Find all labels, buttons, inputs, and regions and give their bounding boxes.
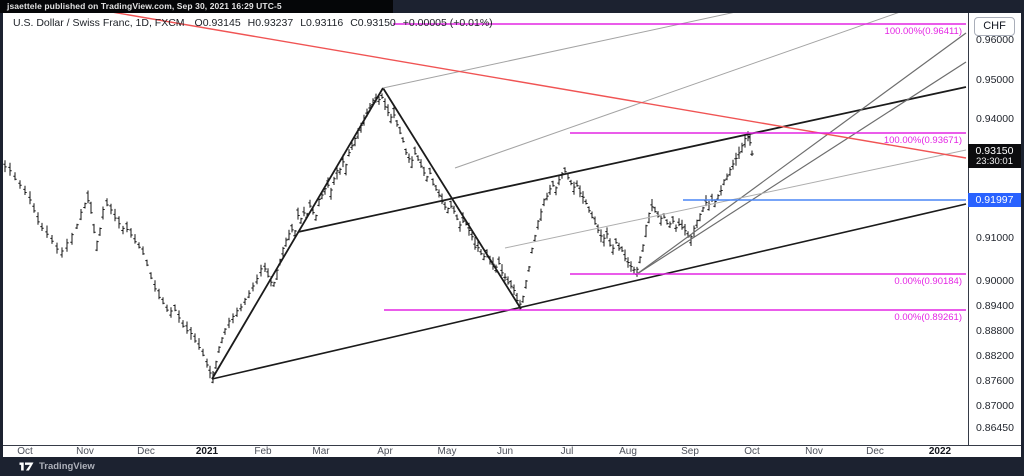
price-tick-label: 0.88200 xyxy=(976,350,1014,362)
time-axis[interactable]: Oct Nov Dec 2021 Feb Mar Apr May Jun Jul Aug Sep Oct… xyxy=(3,445,1021,457)
time-axis-year-label: 2021 xyxy=(195,446,219,457)
fib-level-label: 100.00%(0.96411) xyxy=(885,26,962,37)
footer-bar: TradingView xyxy=(0,457,1024,476)
price-axis[interactable]: CHF 0.93150 23:30:01 0.91997 0.96000 0.95… xyxy=(968,13,1021,445)
time-axis-month-label: Dec xyxy=(137,446,155,457)
price-tick-label: 0.89400 xyxy=(976,300,1014,312)
time-axis-month-label: Jul xyxy=(560,446,574,457)
triangle-rising-line[interactable] xyxy=(211,87,384,380)
price-tick-label: 0.88800 xyxy=(976,325,1014,337)
symbol-legend[interactable]: U.S. Dollar / Swiss Franc, 1D, FXCM O0.93… xyxy=(13,17,500,29)
gray-parallel-from-apex[interactable] xyxy=(382,13,745,89)
steep-support-line-2[interactable] xyxy=(636,61,967,275)
time-axis-year-label: 2022 xyxy=(928,446,952,457)
time-axis-month-label: Nov xyxy=(805,446,823,457)
currency-toggle-button[interactable]: CHF xyxy=(974,17,1015,36)
price-chart[interactable]: 100.00%(0.96411) 100.00%(0.93671) 0.00%(0.… xyxy=(0,13,968,445)
ohlc-high: H0.93237 xyxy=(247,17,294,29)
time-axis-month-label: Oct xyxy=(17,446,33,457)
fib-level-label: 0.00%(0.89261) xyxy=(894,312,962,323)
time-axis-month-label: Apr xyxy=(377,446,393,457)
time-axis-month-label: Jun xyxy=(496,446,514,457)
time-axis-month-label: Oct xyxy=(744,446,760,457)
channel-lower-line[interactable] xyxy=(211,203,967,380)
last-price-badge: 0.93150 23:30:01 xyxy=(968,144,1021,168)
time-axis-month-label: Mar xyxy=(312,446,330,457)
time-axis-month-label: Dec xyxy=(866,446,884,457)
fib-level-label: 0.00%(0.90184) xyxy=(894,276,962,287)
price-tick-label: 0.95000 xyxy=(976,74,1014,86)
change-value: +0.00005 (+0.01%) xyxy=(402,17,493,29)
tradingview-logo-icon[interactable] xyxy=(19,461,34,472)
price-tick-label: 0.94000 xyxy=(976,113,1014,125)
time-axis-month-label: Feb xyxy=(254,446,272,457)
price-tick-label: 0.86450 xyxy=(976,422,1014,434)
last-price-value: 0.93150 xyxy=(975,145,1014,157)
price-tick-label: 0.96000 xyxy=(976,34,1014,46)
channel-upper-line[interactable] xyxy=(297,86,967,233)
steep-support-line-1[interactable] xyxy=(636,32,967,275)
gray-rising-line[interactable] xyxy=(454,13,900,169)
ohlc-close: C0.93150 xyxy=(350,17,396,29)
symbol-title: U.S. Dollar / Swiss Franc, 1D, FXCM xyxy=(13,17,185,29)
ohlc-bars xyxy=(3,93,754,384)
tradingview-wordmark[interactable]: TradingView xyxy=(39,461,95,472)
time-axis-month-label: Sep xyxy=(681,446,699,457)
price-tick-label: 0.87600 xyxy=(976,375,1014,387)
chart-panel: 100.00%(0.96411) 100.00%(0.93671) 0.00%(0.… xyxy=(3,13,1021,457)
blue-level-price-badge: 0.91997 xyxy=(968,193,1021,207)
ohlc-low: L0.93116 xyxy=(300,17,344,29)
time-axis-month-label: May xyxy=(437,446,457,457)
price-tick-label: 0.87000 xyxy=(976,400,1014,412)
price-tick-label: 0.90000 xyxy=(976,275,1014,287)
bar-close-countdown: 23:30:01 xyxy=(976,156,1013,167)
ohlc-open: O0.93145 xyxy=(194,17,241,29)
price-tick-label: 0.91000 xyxy=(976,232,1014,244)
publish-banner: jsaettele published on TradingView.com, … xyxy=(0,0,393,13)
time-axis-month-label: Aug xyxy=(619,446,637,457)
gray-median-line[interactable] xyxy=(504,149,967,249)
time-axis-month-label: Nov xyxy=(76,446,94,457)
fib-level-label: 100.00%(0.93671) xyxy=(884,135,962,146)
